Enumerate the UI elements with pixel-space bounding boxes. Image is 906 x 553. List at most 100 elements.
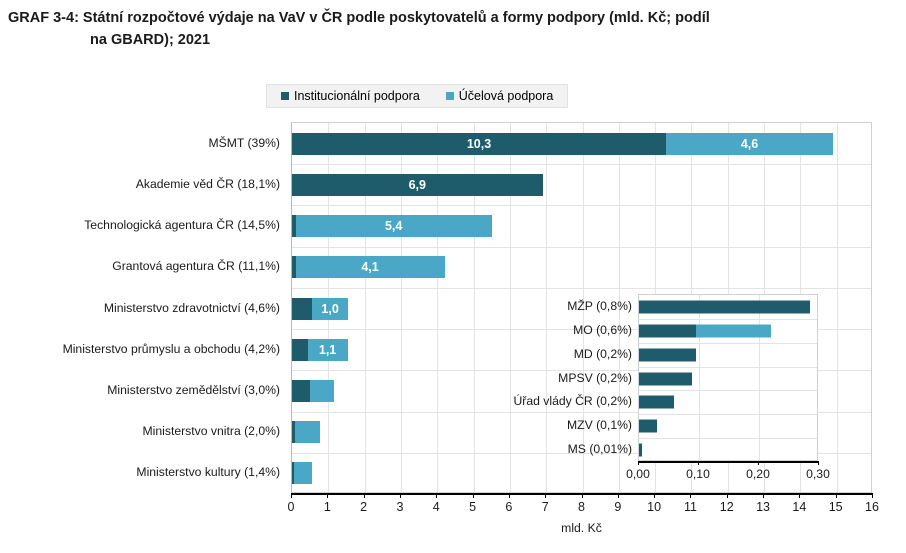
bar-segment-institutional[interactable] [292,256,296,279]
inset-chart-category-label: MZV (0,1%) [566,418,632,433]
bar-segment-targeted[interactable]: 5,4 [295,215,492,238]
inset-chart-bar[interactable] [639,300,810,314]
inset-chart-plot-area [638,294,818,461]
inset-chart-category-label: MŽP (0,8%) [567,298,632,313]
main-chart-category-label: Grantová agentura ČR (11,1%) [112,259,280,274]
bar-segment-targeted[interactable] [293,462,312,485]
inset-gridline-horizontal [639,318,817,320]
inset-chart-x-axis-ticks [638,461,819,466]
main-chart-category-label: Ministerstvo kultury (1,4%) [136,465,280,480]
inset-bar-segment-institutional[interactable] [639,419,657,433]
gridline-horizontal [292,370,871,372]
gridline-horizontal [292,329,871,331]
x-axis-tick-label: 15 [828,500,843,514]
bar-value-label: 5,4 [384,219,403,234]
bar-segment-institutional[interactable] [292,338,308,361]
inset-gridline-horizontal [639,438,817,440]
bar-segment-institutional[interactable] [292,297,312,320]
inset-chart-bar[interactable] [639,324,771,338]
x-axis-tick [291,493,292,498]
inset-chart: MŽP (0,8%) MO (0,6%) MD (0,2%) MPSV (0,2%) Ú… [490,290,886,492]
gridline-vertical [437,123,439,492]
bar-segment-targeted[interactable]: 1,1 [307,338,348,361]
bar-segment-targeted[interactable]: 4,6 [666,132,834,155]
main-chart-bar[interactable]: 1,0 [292,297,349,320]
x-axis-tick [617,493,619,498]
bar-segment-institutional[interactable] [292,215,296,238]
bar-segment-targeted[interactable] [294,421,321,444]
inset-x-axis-tick [758,461,759,465]
x-axis-tick [763,493,765,498]
inset-chart-bar[interactable] [639,419,657,433]
main-chart-category-label: Ministerstvo vnitra (2,0%) [142,424,280,439]
x-axis-tick-label: 6 [505,500,513,514]
inset-bar-segment-targeted[interactable] [696,324,771,338]
x-axis-tick [545,493,547,498]
inset-chart-bar[interactable] [639,443,642,457]
bar-segment-institutional[interactable]: 10,3 [292,132,667,155]
inset-bar-segment-institutional[interactable] [639,443,642,457]
inset-chart-category-axis: MŽP (0,8%) MO (0,6%) MD (0,2%) MPSV (0,2%) Ú… [490,290,636,465]
main-chart-x-axis-title: mld. Kč [561,521,602,535]
gridline-vertical [836,123,838,492]
gridline-vertical [364,123,366,492]
inset-bar-segment-institutional[interactable] [639,324,696,338]
main-chart-bar[interactable] [292,421,321,444]
x-axis-tick [799,493,801,498]
chart-legend: Institucionální podpora Účelová podpora [266,84,569,108]
x-axis-tick-label: 0 [287,500,295,514]
inset-x-axis-tick [638,461,639,465]
bar-segment-targeted[interactable]: 4,1 [295,256,445,279]
main-chart-bar[interactable] [292,379,334,402]
inset-chart-category-label: MD (0,2%) [573,346,632,361]
inset-bar-segment-institutional[interactable] [639,372,692,385]
inset-gridline-vertical [759,295,760,460]
inset-chart-bar[interactable] [639,372,692,385]
gridline-vertical [582,123,584,492]
x-axis-tick-label: 13 [756,500,771,514]
inset-x-axis-tick-label: 0,20 [746,467,770,481]
x-axis-tick-label: 3 [396,500,404,514]
main-chart-bar[interactable]: 10,3 4,6 [292,132,834,155]
chart-title: GRAF 3-4: Státní rozpočtové výdaje na Va… [8,8,898,52]
main-chart-bar[interactable]: 5,4 [292,215,492,238]
inset-chart-bar[interactable] [639,348,696,362]
x-axis-tick [508,493,510,498]
main-chart-bar[interactable]: 4,1 [292,256,445,279]
inset-bar-segment-institutional[interactable] [639,348,696,362]
gridline-horizontal [292,246,871,248]
x-axis-tick [726,493,728,498]
inset-chart-x-axis-tick-labels: 0,00 0,10 0,20 0,30 [626,467,830,483]
inset-chart-bar[interactable] [639,395,674,409]
x-axis-tick-label: 11 [683,500,697,514]
legend-item-institutional[interactable]: Institucionální podpora [281,89,420,103]
x-axis-tick [581,493,583,498]
legend-item-targeted[interactable]: Účelová podpora [445,89,553,103]
inset-gridline-horizontal [639,366,817,368]
x-axis-tick-label: 10 [647,500,662,514]
inset-gridline-horizontal [639,414,817,416]
bar-segment-institutional[interactable] [292,379,311,402]
bar-segment-institutional[interactable] [292,462,294,485]
bar-segment-targeted[interactable] [310,379,334,402]
main-chart-bar[interactable]: 6,9 [292,173,543,196]
main-chart-category-axis: MŠMT (39%) Akademie věd ČR (18,1%) Technol… [0,122,286,493]
chart-title-line-1: GRAF 3-4: Státní rozpočtové výdaje na Va… [8,10,710,26]
gridline-vertical [546,123,548,492]
x-axis-tick-label: 16 [865,500,879,514]
gridline-horizontal [292,287,871,289]
inset-x-axis-tick [698,461,699,465]
inset-x-axis-tick-label: 0,10 [686,467,710,481]
bar-value-label: 6,9 [408,177,426,192]
bar-value-label: 4,6 [740,136,759,151]
main-chart-bar[interactable] [292,462,312,485]
bar-value-label: 10,3 [466,136,492,151]
main-chart-bar[interactable]: 1,1 [292,338,348,361]
bar-segment-institutional[interactable] [292,421,295,444]
bar-segment-institutional[interactable]: 6,9 [292,173,543,196]
main-chart-category-label: Ministerstvo zdravotnictví (4,6%) [103,300,280,315]
x-axis-tick [472,493,474,498]
inset-bar-segment-institutional[interactable] [639,395,674,409]
bar-segment-targeted[interactable]: 1,0 [311,297,349,320]
inset-bar-segment-institutional[interactable] [639,300,810,314]
